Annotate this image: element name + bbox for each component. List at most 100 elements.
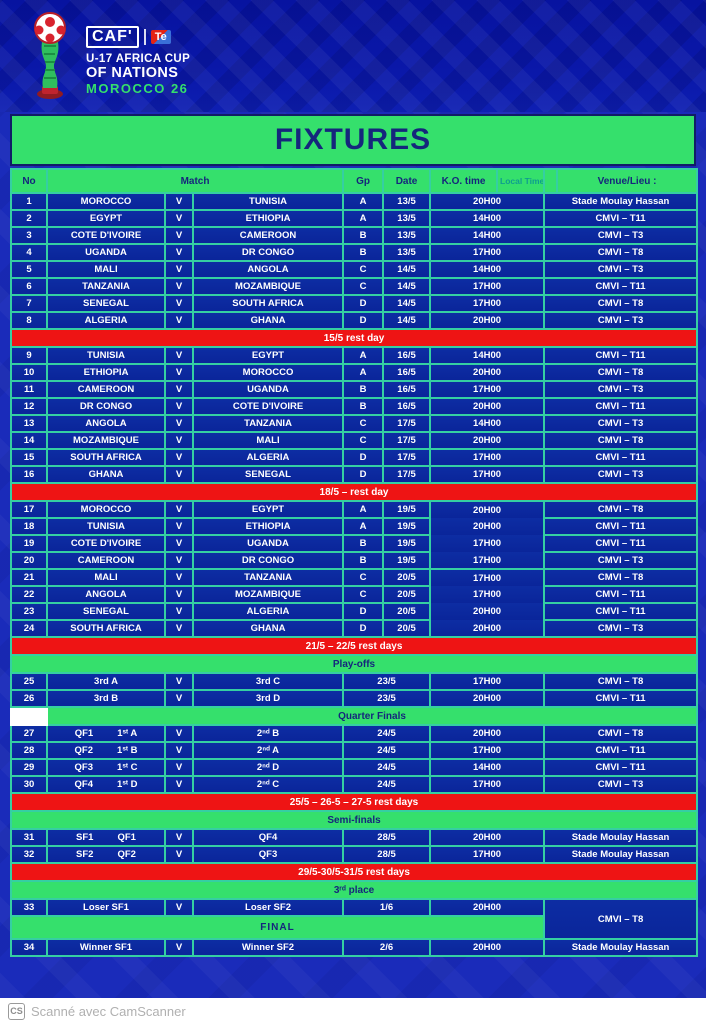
- date-cell: 16/5: [382, 363, 432, 382]
- date-cell: 16/5: [382, 380, 432, 399]
- away-team-cell: COTE D'IVOIRE: [191, 397, 345, 416]
- away-team-cell: UGANDA: [191, 380, 345, 399]
- venue-cell: CMVI – T11: [543, 346, 699, 365]
- fixture-row: 22 ANGOLA V MOZAMBIQUE C 20/5 17H00 CMVI – T11: [10, 585, 699, 604]
- versus-cell: V: [164, 226, 194, 245]
- kickoff-time-cell: 20H00: [429, 689, 546, 708]
- venue-cell: CMVI – T8: [543, 568, 699, 587]
- away-team-cell: CAMEROON: [191, 226, 345, 245]
- match-number-cell: 25: [10, 672, 48, 691]
- kickoff-time-cell: 14H00: [429, 209, 546, 228]
- fixture-row: 25 3rd A V 3rd C 23/5 17H00 CMVI – T8: [10, 672, 699, 691]
- home-team-cell: ANGOLA: [46, 585, 166, 604]
- date-cell: 19/5: [382, 551, 432, 570]
- group-cell: A: [342, 500, 385, 519]
- date-cell: 2/6: [342, 938, 432, 957]
- home-team-label: 1ˢᵗ D: [117, 779, 138, 790]
- fixture-row: 13 ANGOLA V TANZANIA C 17/5 14H00 CMVI – T3: [10, 414, 699, 433]
- versus-cell: V: [164, 741, 194, 760]
- match-number-cell: 3: [10, 226, 48, 245]
- venue-cell: CMVI – T3: [543, 380, 699, 399]
- home-team-cell: SOUTH AFRICA: [46, 448, 166, 467]
- away-team-cell: DR CONGO: [191, 243, 345, 262]
- kickoff-time-cell: 17H00: [429, 380, 546, 399]
- group-cell: D: [342, 294, 385, 313]
- date-cell: 14/5: [382, 311, 432, 330]
- col-header-gp: Gp: [342, 168, 385, 194]
- camscanner-label: Scanné avec CamScanner: [31, 1003, 186, 1019]
- col-header-ko-time: K.O. time: [429, 168, 499, 194]
- stage-banner-row: Quarter Finals: [10, 706, 699, 726]
- fixture-row: 11 CAMEROON V UGANDA B 16/5 17H00 CMVI – T3: [10, 380, 699, 399]
- kickoff-time-cell: 20H00: [429, 311, 546, 330]
- home-team-cell: CAMEROON: [46, 551, 166, 570]
- match-number-cell: 21: [10, 568, 48, 587]
- date-cell: 1/6: [342, 898, 432, 917]
- fixture-row: 21 MALI V TANZANIA C 20/5 17H00 CMVI – T8: [10, 568, 699, 587]
- fixture-row: 20 CAMEROON V DR CONGO B 19/5 17H00 CMVI – T3: [10, 551, 699, 570]
- home-team-cell: COTE D'IVOIRE: [46, 226, 166, 245]
- rest-day-label: 25/5 – 26-5 – 27-5 rest days: [9, 792, 699, 812]
- match-code: QF4: [74, 779, 94, 790]
- versus-cell: V: [164, 277, 194, 296]
- venue-cell: Stade Moulay Hassan: [543, 845, 699, 864]
- group-cell: D: [342, 602, 385, 621]
- away-team-cell: TUNISIA: [191, 192, 345, 211]
- venue-cell: CMVI – T11: [543, 758, 699, 777]
- fixture-row: 26 3rd B V 3rd D 23/5 20H00 CMVI – T11: [10, 689, 699, 708]
- versus-cell: V: [164, 380, 194, 399]
- kickoff-time-cell: 17H00: [429, 243, 546, 262]
- versus-cell: V: [164, 938, 194, 957]
- date-cell: 13/5: [382, 209, 432, 228]
- kickoff-time-cell: 20H00: [429, 603, 546, 620]
- venue-cell: CMVI – T8: [543, 431, 699, 450]
- tournament-logo: CAF' Te U-17 AFRICA CUP OF NATIONS MOROC…: [26, 12, 190, 100]
- kickoff-time-cell: 20H00: [429, 898, 546, 917]
- kickoff-time-cell: 20H00: [429, 518, 546, 535]
- date-cell: 17/5: [382, 448, 432, 467]
- fixture-row: 32 SF2 QF2 V QF3 28/5 17H00 Stade Moulay Hassan: [10, 845, 699, 864]
- camscanner-footer: CS Scanné avec CamScanner: [0, 998, 706, 1024]
- away-team-cell: ALGERIA: [191, 448, 345, 467]
- match-number-cell: 13: [10, 414, 48, 433]
- fixture-row: 5 MALI V ANGOLA C 14/5 14H00 CMVI – T3: [10, 260, 699, 279]
- fixture-row: 3 COTE D'IVOIRE V CAMEROON B 13/5 14H00 CMVI – …: [10, 226, 699, 245]
- fixture-row: 17 MOROCCO V EGYPT A 19/5 20H00 CMVI – T8: [10, 500, 699, 519]
- kickoff-time-cell: 17H00: [429, 775, 546, 794]
- away-team-cell: MOZAMBIQUE: [191, 277, 345, 296]
- versus-cell: V: [164, 363, 194, 382]
- match-number-cell: 22: [10, 585, 48, 604]
- home-team-cell: MOROCCO: [46, 500, 166, 519]
- sponsor-logo-icon: Te: [150, 30, 171, 44]
- home-team-cell: ALGERIA: [46, 311, 166, 330]
- rest-day-banner-row: 25/5 – 26-5 – 27-5 rest days: [9, 792, 699, 812]
- group-cell: B: [342, 243, 385, 262]
- away-team-cell: TANZANIA: [191, 414, 345, 433]
- fixtures-table-body: 1 MOROCCO V TUNISIA A 13/5 20H00 Stade Moulay H…: [9, 192, 699, 957]
- venue-cell: CMVI – T3: [543, 226, 699, 245]
- fixtures-table: No Match Gp Date K.O. time Local Time Ve…: [9, 168, 699, 957]
- versus-cell: V: [164, 758, 194, 777]
- group-cell: C: [342, 260, 385, 279]
- caf-wordmark: CAF': [86, 26, 139, 48]
- versus-cell: V: [164, 845, 194, 864]
- home-team-cell: ETHIOPIA: [46, 363, 166, 382]
- versus-cell: V: [164, 500, 194, 519]
- match-number-cell: 6: [10, 277, 48, 296]
- rest-day-banner-row: 29/5-30/5-31/5 rest days: [9, 862, 699, 882]
- away-team-cell: Winner SF2: [191, 938, 345, 957]
- date-cell: 24/5: [342, 758, 432, 777]
- group-cell: B: [342, 534, 385, 553]
- date-cell: 20/5: [382, 585, 432, 604]
- date-cell: 19/5: [382, 517, 432, 536]
- stage-banner-row: FINAL: [9, 915, 697, 940]
- away-team-cell: SENEGAL: [191, 465, 345, 484]
- venue-cell: CMVI – T11: [543, 397, 699, 416]
- venue-cell: Stade Moulay Hassan: [543, 192, 699, 211]
- kickoff-time-cell: 17H00: [429, 448, 546, 467]
- match-number-cell: 8: [10, 311, 48, 330]
- venue-cell: CMVI – T3: [543, 465, 699, 484]
- venue-cell: CMVI – T11: [543, 689, 699, 708]
- date-cell: 24/5: [342, 775, 432, 794]
- date-cell: 13/5: [382, 226, 432, 245]
